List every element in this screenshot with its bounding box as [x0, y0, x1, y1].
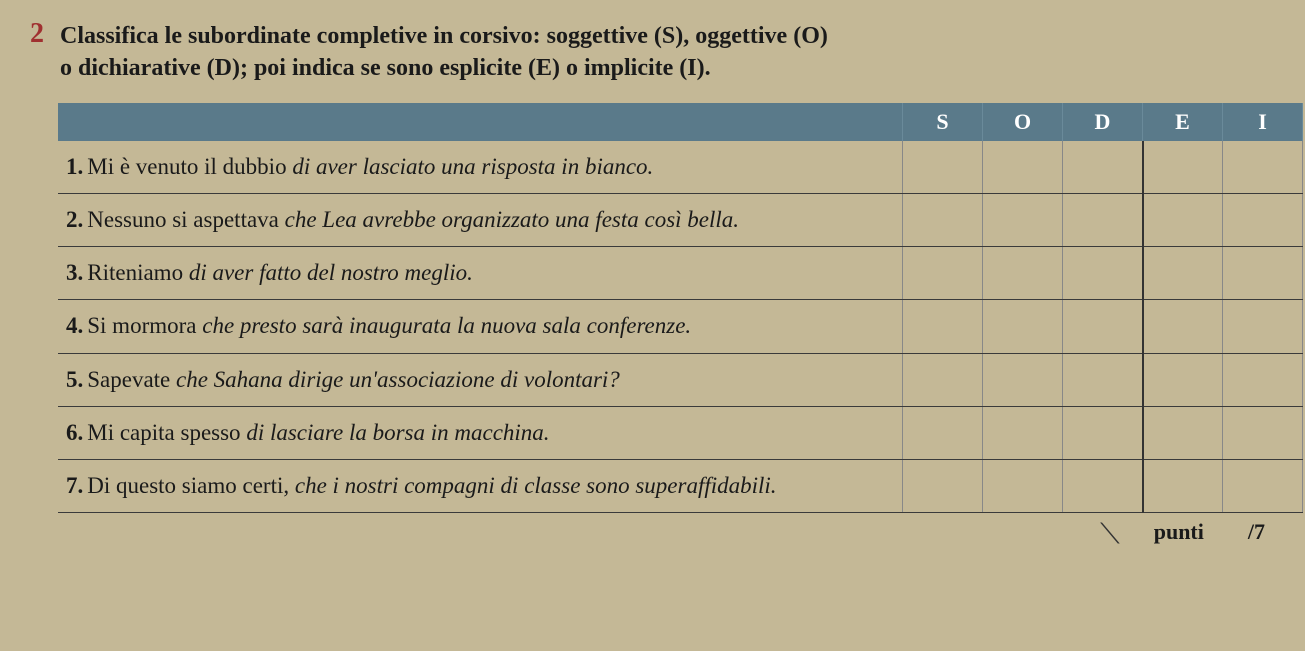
check-cell[interactable] [983, 406, 1063, 459]
check-cell[interactable] [903, 406, 983, 459]
bracket-icon: ⟍ [1100, 519, 1120, 551]
exercise-number: 2 [30, 20, 44, 48]
sentence-italic: di lasciare la borsa in macchina. [246, 420, 549, 445]
check-cell[interactable] [1063, 353, 1143, 406]
table-row: 1.Mi è venuto il dubbio di aver lasciato… [58, 141, 1303, 194]
check-cell[interactable] [1063, 300, 1143, 353]
sentence-italic: che presto sarà inaugurata la nuova sala… [202, 313, 691, 338]
check-cell[interactable] [983, 353, 1063, 406]
check-cell[interactable] [983, 300, 1063, 353]
check-cell[interactable] [1063, 141, 1143, 194]
check-cell[interactable] [903, 193, 983, 246]
table-row: 7.Di questo siamo certi, che i nostri co… [58, 459, 1303, 512]
table-row: 2.Nessuno si aspettava che Lea avrebbe o… [58, 193, 1303, 246]
check-cell[interactable] [983, 193, 1063, 246]
check-cell[interactable] [1223, 300, 1303, 353]
table-row: 4.Si mormora che presto sarà inaugurata … [58, 300, 1303, 353]
sentence-plain: Si mormora [87, 313, 202, 338]
table-row: 5.Sapevate che Sahana dirige un'associaz… [58, 353, 1303, 406]
sentence-italic: di aver lasciato una risposta in bianco. [292, 154, 653, 179]
check-cell[interactable] [1063, 406, 1143, 459]
table-body: 1.Mi è venuto il dubbio di aver lasciato… [58, 141, 1303, 513]
check-cell[interactable] [1063, 193, 1143, 246]
sentence-plain: Nessuno si aspettava [87, 207, 284, 232]
row-number: 6. [66, 420, 83, 445]
sentence-italic: che i nostri compagni di classe sono sup… [295, 473, 777, 498]
check-cell[interactable] [1223, 193, 1303, 246]
col-header-sentence [58, 103, 903, 141]
row-number: 3. [66, 260, 83, 285]
row-number: 2. [66, 207, 83, 232]
check-cell[interactable] [1223, 247, 1303, 300]
check-cell[interactable] [1143, 459, 1223, 512]
check-cell[interactable] [1143, 141, 1223, 194]
row-number: 4. [66, 313, 83, 338]
punti-label: punti [1154, 519, 1204, 544]
check-cell[interactable] [903, 353, 983, 406]
sentence-cell: 3.Riteniamo di aver fatto del nostro meg… [58, 247, 903, 300]
sentence-cell: 1.Mi è venuto il dubbio di aver lasciato… [58, 141, 903, 194]
col-header-o: O [983, 103, 1063, 141]
check-cell[interactable] [1063, 247, 1143, 300]
exercise-prompt: Classifica le subordinate completive in … [60, 20, 828, 85]
col-header-s: S [903, 103, 983, 141]
check-cell[interactable] [983, 141, 1063, 194]
check-cell[interactable] [1223, 141, 1303, 194]
row-number: 7. [66, 473, 83, 498]
check-cell[interactable] [1143, 247, 1223, 300]
prompt-line2: o dichiarative (D); poi indica se sono e… [60, 55, 711, 81]
sentence-plain: Mi è venuto il dubbio [87, 154, 292, 179]
prompt-line1: Classifica le subordinate completive in … [60, 23, 828, 49]
check-cell[interactable] [903, 141, 983, 194]
sentence-cell: 2.Nessuno si aspettava che Lea avrebbe o… [58, 193, 903, 246]
check-cell[interactable] [903, 300, 983, 353]
sentence-cell: 4.Si mormora che presto sarà inaugurata … [58, 300, 903, 353]
col-header-i: I [1223, 103, 1303, 141]
check-cell[interactable] [1143, 406, 1223, 459]
sentence-italic: che Lea avrebbe organizzato una festa co… [285, 207, 739, 232]
check-cell[interactable] [1223, 459, 1303, 512]
check-cell[interactable] [1143, 300, 1223, 353]
check-cell[interactable] [903, 247, 983, 300]
sentence-cell: 7.Di questo siamo certi, che i nostri co… [58, 459, 903, 512]
sentence-italic: di aver fatto del nostro meglio. [189, 260, 473, 285]
sentence-plain: Sapevate [87, 367, 176, 392]
sentence-plain: Di questo siamo certi, [87, 473, 295, 498]
sentence-plain: Riteniamo [87, 260, 189, 285]
col-header-e: E [1143, 103, 1223, 141]
check-cell[interactable] [983, 247, 1063, 300]
check-cell[interactable] [1143, 353, 1223, 406]
check-cell[interactable] [1223, 353, 1303, 406]
footer: ⟍ punti /7 [30, 513, 1275, 551]
check-cell[interactable] [983, 459, 1063, 512]
sentence-cell: 5.Sapevate che Sahana dirige un'associaz… [58, 353, 903, 406]
table-row: 3.Riteniamo di aver fatto del nostro meg… [58, 247, 1303, 300]
punti-total: /7 [1248, 519, 1265, 544]
exercise-header: 2 Classifica le subordinate completive i… [30, 20, 1275, 85]
col-header-d: D [1063, 103, 1143, 141]
exercise-table: S O D E I 1.Mi è venuto il dubbio di ave… [58, 103, 1303, 513]
check-cell[interactable] [1223, 406, 1303, 459]
row-number: 1. [66, 154, 83, 179]
sentence-plain: Mi capita spesso [87, 420, 246, 445]
check-cell[interactable] [1143, 193, 1223, 246]
table-row: 6.Mi capita spesso di lasciare la borsa … [58, 406, 1303, 459]
sentence-italic: che Sahana dirige un'associazione di vol… [176, 367, 620, 392]
table-header-row: S O D E I [58, 103, 1303, 141]
check-cell[interactable] [903, 459, 983, 512]
check-cell[interactable] [1063, 459, 1143, 512]
sentence-cell: 6.Mi capita spesso di lasciare la borsa … [58, 406, 903, 459]
row-number: 5. [66, 367, 83, 392]
